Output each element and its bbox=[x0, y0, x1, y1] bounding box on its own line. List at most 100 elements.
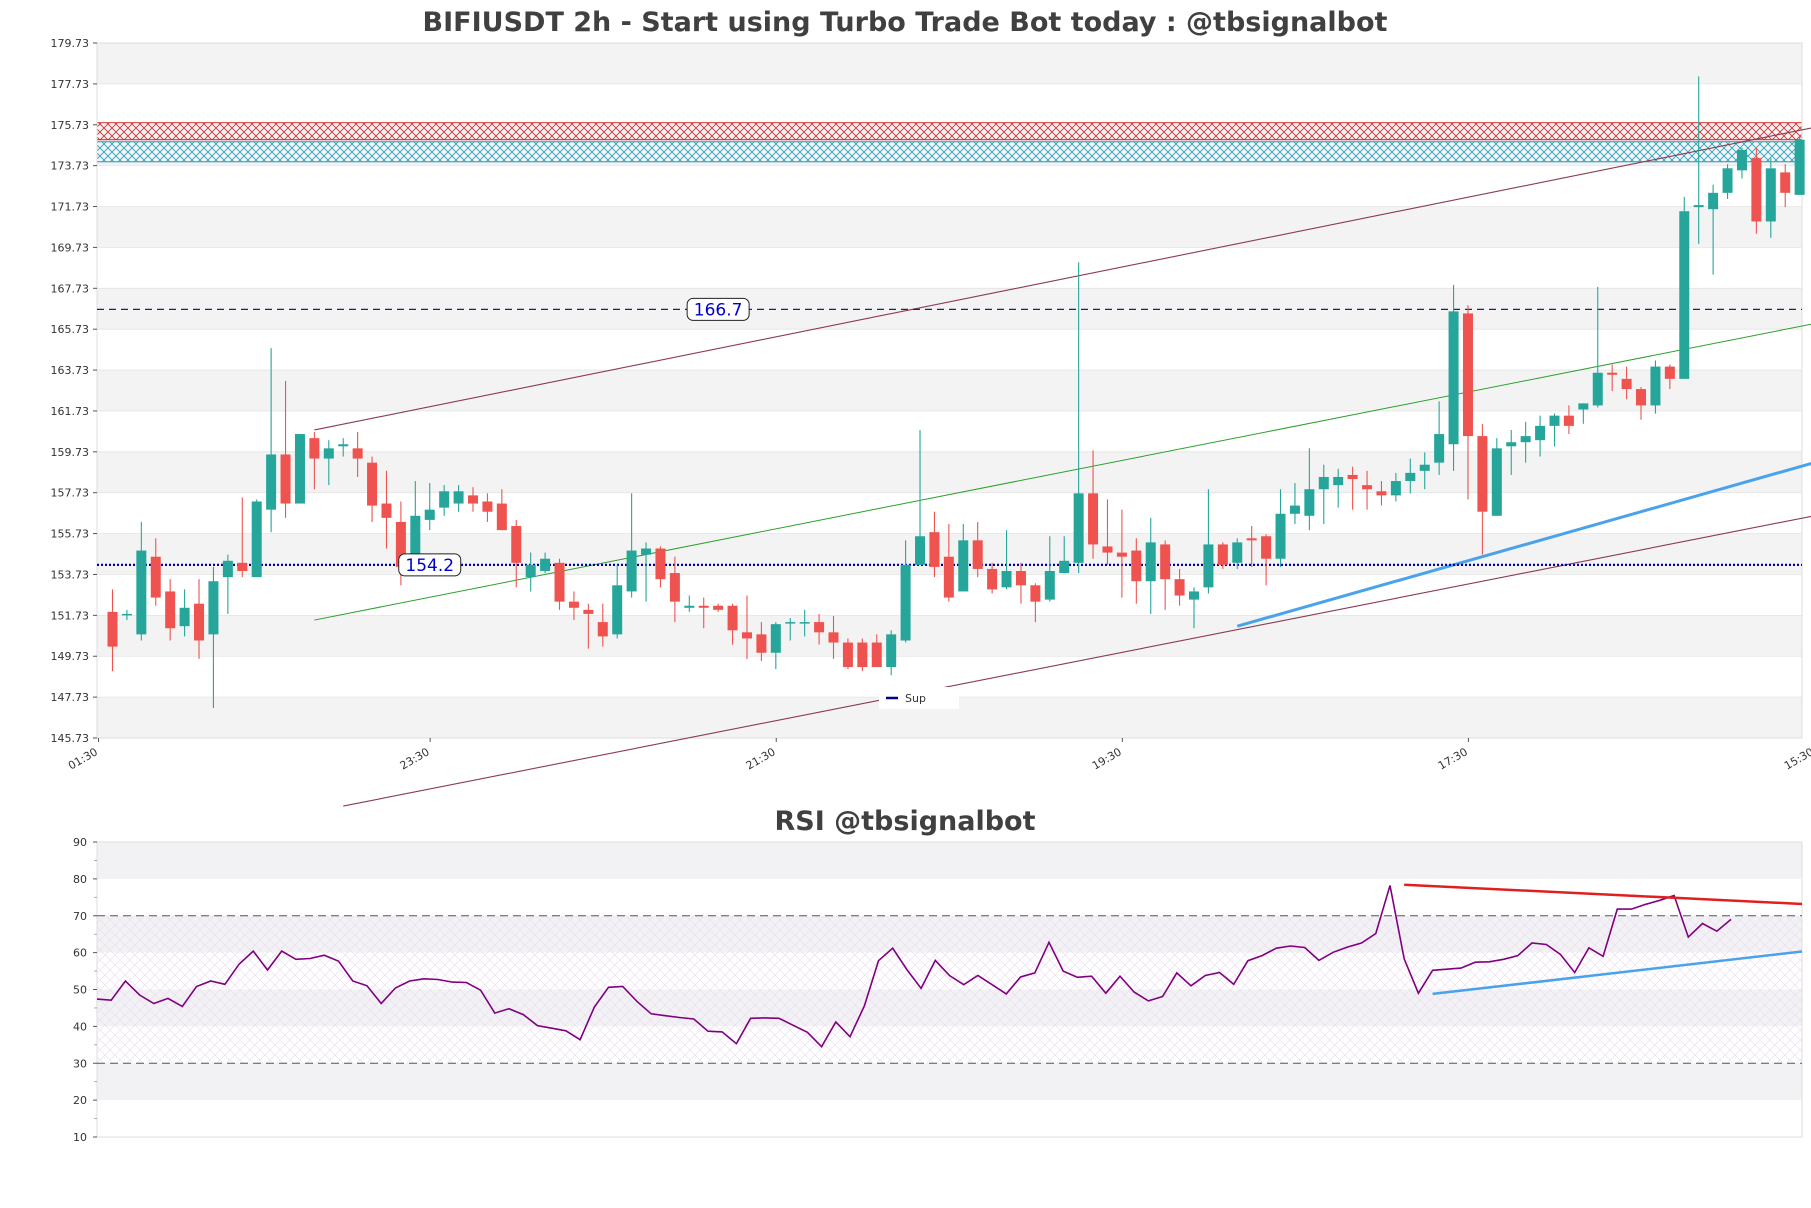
candle-body bbox=[641, 548, 652, 555]
candle-body bbox=[1145, 542, 1156, 582]
candle-body bbox=[799, 622, 810, 624]
candle-body bbox=[410, 515, 421, 565]
level-label-1: 154.2 bbox=[405, 556, 454, 576]
rsi-trend-line-0 bbox=[1404, 883, 1803, 906]
candle-body bbox=[1650, 366, 1661, 406]
candle-body bbox=[1549, 415, 1560, 426]
y-tick-label: 155.73 bbox=[51, 528, 90, 541]
candle-body bbox=[107, 611, 118, 647]
trend-line-3 bbox=[1236, 461, 1811, 628]
candle-body bbox=[886, 634, 897, 668]
x-tick-label: 23:30 bbox=[398, 745, 432, 772]
candle-body bbox=[1636, 389, 1647, 406]
legend-box bbox=[879, 687, 959, 709]
price-band bbox=[97, 43, 1802, 84]
candle-body bbox=[194, 603, 205, 641]
rsi-trend-lines bbox=[1404, 883, 1803, 996]
rsi-y-axis: 10 20 30 40 50 60 70 80 90 bbox=[73, 836, 97, 1144]
candle-body bbox=[900, 564, 911, 641]
rsi-y-tick-label: 90 bbox=[73, 836, 87, 849]
candle-body bbox=[208, 581, 219, 635]
candle-body bbox=[453, 491, 464, 504]
candle-body bbox=[1289, 505, 1300, 514]
y-tick-label: 165.73 bbox=[51, 323, 90, 336]
candle-body bbox=[1246, 538, 1257, 541]
price-x-axis: 01:30 23:30 21:30 19:30 17:30 15:30 bbox=[66, 738, 1811, 772]
candle-body bbox=[1607, 372, 1618, 375]
candle-body bbox=[1535, 425, 1546, 441]
candle-body bbox=[929, 532, 940, 567]
candle-body bbox=[1708, 192, 1719, 210]
candle-body bbox=[1736, 149, 1747, 171]
candle-body bbox=[1419, 464, 1430, 471]
candle-body bbox=[237, 562, 248, 571]
candle-body bbox=[698, 605, 709, 608]
candle-body bbox=[1174, 579, 1185, 596]
rsi-y-tick-label: 80 bbox=[73, 873, 87, 886]
candle-body bbox=[1390, 481, 1401, 496]
candle-body bbox=[1462, 313, 1473, 437]
candle-body bbox=[1664, 366, 1675, 379]
candle-body bbox=[1073, 493, 1084, 563]
trend-line-0 bbox=[314, 127, 1811, 431]
candle-body bbox=[871, 642, 882, 668]
candle-body bbox=[814, 622, 825, 633]
candle-body bbox=[1578, 403, 1589, 410]
y-tick-label: 147.73 bbox=[51, 691, 90, 704]
y-tick-label: 159.73 bbox=[51, 446, 90, 459]
candle-body bbox=[1131, 550, 1142, 582]
candle-body bbox=[1722, 168, 1733, 193]
rsi-y-tick-label: 20 bbox=[73, 1094, 87, 1107]
candle-body bbox=[179, 607, 190, 627]
candle-body bbox=[669, 573, 680, 602]
x-tick-label: 15:30 bbox=[1782, 745, 1811, 772]
y-tick-label: 179.73 bbox=[51, 37, 90, 50]
candle-body bbox=[150, 556, 161, 598]
y-tick-label: 157.73 bbox=[51, 487, 90, 500]
candle-body bbox=[1506, 442, 1517, 447]
candle-body bbox=[943, 556, 954, 598]
y-tick-label: 153.73 bbox=[51, 568, 90, 581]
rsi-y-tick-label: 10 bbox=[73, 1131, 87, 1144]
rsi-series bbox=[96, 885, 1732, 1049]
candle-body bbox=[1448, 311, 1459, 445]
price-band bbox=[97, 370, 1802, 411]
candle-body bbox=[1261, 536, 1272, 559]
level-label-box-0 bbox=[686, 297, 750, 321]
candle-body bbox=[251, 501, 262, 578]
candle-body bbox=[626, 550, 637, 592]
candle-body bbox=[496, 503, 507, 531]
candle-body bbox=[266, 454, 277, 510]
candle-body bbox=[1405, 472, 1416, 482]
zone-1 bbox=[96, 141, 1803, 163]
candle-body bbox=[1794, 139, 1805, 195]
candle-body bbox=[1376, 491, 1387, 496]
rsi-threshold-lines bbox=[97, 915, 1802, 1064]
x-tick-label: 01:30 bbox=[66, 745, 100, 772]
candle-body bbox=[1318, 476, 1329, 490]
y-tick-label: 149.73 bbox=[51, 650, 90, 663]
rsi-band bbox=[97, 1063, 1802, 1101]
candle-body bbox=[1765, 168, 1776, 222]
zone-0 bbox=[96, 122, 1803, 141]
candle-body bbox=[1362, 485, 1373, 490]
candle-body bbox=[1160, 544, 1171, 580]
candle-body bbox=[684, 605, 695, 608]
candle-body bbox=[583, 609, 594, 614]
price-band bbox=[97, 615, 1802, 657]
candle-body bbox=[338, 444, 349, 447]
y-tick-label: 163.73 bbox=[51, 364, 90, 377]
rsi-chart-title: RSI @tbsignalbot bbox=[774, 806, 1035, 837]
candle-body bbox=[1203, 544, 1214, 588]
y-tick-label: 173.73 bbox=[51, 160, 90, 173]
candle-body bbox=[309, 438, 320, 459]
legend-sup-label: Sup bbox=[905, 692, 926, 705]
candle-body bbox=[568, 601, 579, 608]
x-tick-label: 21:30 bbox=[744, 745, 778, 772]
candle-body bbox=[785, 622, 796, 624]
candle-body bbox=[1693, 205, 1704, 208]
rsi-y-tick-label: 70 bbox=[73, 910, 87, 923]
x-tick-label: 19:30 bbox=[1090, 745, 1124, 772]
candle-body bbox=[1679, 211, 1690, 379]
